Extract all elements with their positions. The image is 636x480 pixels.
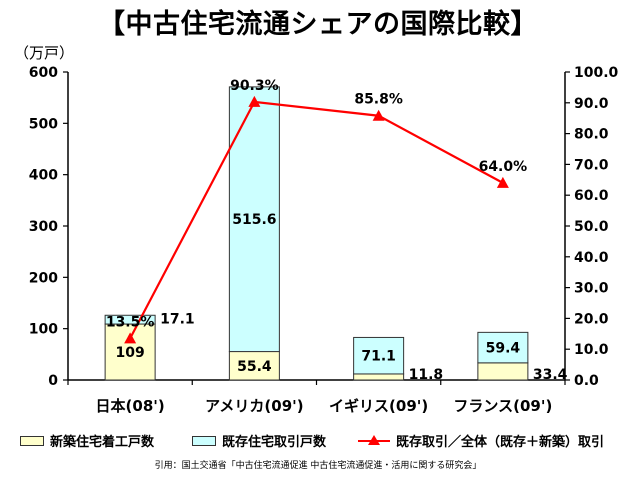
data-label-existing-housing: 59.4 — [486, 341, 521, 357]
y-left-tick-label: 200 — [29, 270, 58, 286]
chart-plot: 0 100 200 300 400 500 600 0.0 10.0 20.0 30.0 40.0 50… — [29, 65, 619, 415]
share-line-marker — [248, 95, 261, 107]
y-right-tick-label: 70.0 — [574, 157, 609, 173]
y-right-tick-label: 30.0 — [574, 281, 609, 297]
chart-legend: 新築住宅着工戸数 既存住宅取引戸数 既存取引／全体（既存＋新築）取引 — [20, 431, 630, 450]
y-right-tick-label: 100.0 — [574, 65, 619, 81]
data-label-share: 85.8% — [354, 92, 403, 108]
share-line-marker — [496, 176, 509, 188]
x-category-label: フランス(09') — [453, 397, 552, 415]
legend-swatch-existing-housing — [192, 435, 216, 446]
legend-item-existing-housing: 既存住宅取引戸数 — [192, 431, 326, 450]
legend-label-share-line: 既存取引／全体（既存＋新築）取引 — [396, 435, 605, 450]
bar-new-housing — [353, 373, 405, 381]
y-left-tick-label: 300 — [29, 219, 58, 235]
legend-line-marker — [358, 434, 390, 447]
y-right-tick-label: 50.0 — [574, 219, 609, 235]
data-label-new-housing: 33.4 — [533, 367, 568, 383]
bar-existing-housing — [228, 86, 280, 353]
data-label-new-housing: 55.4 — [237, 359, 272, 375]
data-label-new-housing: 11.8 — [409, 367, 444, 383]
share-line-marker — [372, 109, 385, 121]
bar-existing-housing — [353, 336, 405, 375]
data-label-new-housing: 109 — [116, 345, 145, 361]
share-line-marker — [124, 332, 137, 344]
data-label-existing-housing: 71.1 — [361, 349, 396, 365]
legend-item-new-housing: 新築住宅着工戸数 — [20, 431, 154, 450]
y-right-tick-label: 90.0 — [574, 96, 609, 112]
share-line — [129, 100, 504, 339]
y-right-tick-label: 10.0 — [574, 342, 609, 358]
y-right-tick-label: 40.0 — [574, 250, 609, 266]
data-label-share: 64.0% — [479, 159, 528, 175]
data-label-share: 90.3% — [230, 78, 279, 94]
y-axis-unit-label: （万戸） — [14, 44, 75, 62]
bar-existing-housing — [477, 331, 529, 364]
y-left-tick-label: 400 — [29, 168, 58, 184]
y-left-tick-label: 500 — [29, 116, 58, 132]
y-right-tick-label: 0.0 — [574, 373, 599, 389]
x-category-label: イギリス(09') — [329, 397, 428, 415]
bar-existing-housing — [104, 314, 156, 325]
y-left-tick-label: 100 — [29, 322, 58, 338]
legend-label-new-housing: 新築住宅着工戸数 — [50, 435, 155, 450]
legend-swatch-new-housing — [20, 435, 44, 446]
x-category-label: アメリカ(09') — [205, 397, 303, 415]
source-citation: 引用：国土交通省「中古住宅流通促進 中古住宅流通促進・活用に関する研究会」 — [154, 461, 482, 471]
data-label-existing-housing: 17.1 — [160, 311, 195, 327]
y-right-tick-label: 20.0 — [574, 311, 609, 327]
bar-new-housing — [228, 351, 280, 381]
chart-title: 【中古住宅流通シェアの国際比較】 — [98, 9, 538, 40]
y-left-tick-label: 600 — [29, 65, 58, 81]
legend-item-share-line: 既存取引／全体（既存＋新築）取引 — [358, 431, 604, 450]
legend-label-existing-housing: 既存住宅取引戸数 — [222, 435, 327, 450]
y-left-tick-label: 0 — [48, 373, 58, 389]
data-label-existing-housing: 515.6 — [232, 212, 276, 228]
bar-new-housing — [477, 362, 529, 381]
y-right-tick-label: 60.0 — [574, 188, 609, 204]
y-right-tick-label: 80.0 — [574, 127, 609, 143]
x-category-label: 日本(08') — [96, 397, 165, 415]
data-label-share: 13.5% — [106, 314, 155, 330]
